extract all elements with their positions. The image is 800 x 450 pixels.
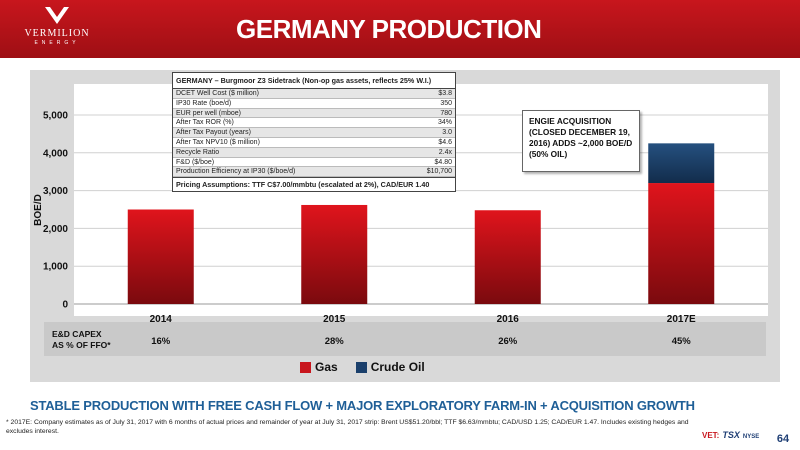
table-row-value: $4.6 <box>438 138 452 146</box>
table-row: After Tax ROR (%) 34% <box>173 118 455 129</box>
logo-mark-icon <box>45 7 69 24</box>
table-row: After Tax NPV10 ($ million) $4.6 <box>173 138 455 148</box>
table-row: EUR per well (mboe) 780 <box>173 108 455 119</box>
y-tick-label: 4,000 <box>43 148 68 159</box>
chart-legend: Gas Crude Oil <box>300 360 437 374</box>
company-logo: VERMILION ENERGY <box>12 6 102 50</box>
bar-gas-2015 <box>301 204 368 304</box>
page-number: 64 <box>766 428 800 450</box>
y-tick-label: 5,000 <box>43 111 68 122</box>
capex-row <box>44 322 766 356</box>
table-row: IP30 Rate (boe/d) 350 <box>173 99 455 109</box>
bar-gas-2017e <box>648 183 715 304</box>
y-tick-label: 1,000 <box>43 262 68 273</box>
table-row-label: DCET Well Cost ($ million) <box>176 90 259 97</box>
footnote: * 2017E: Company estimates as of July 31… <box>6 419 689 435</box>
table-row-label: After Tax ROR (%) <box>176 119 234 127</box>
y-tick-label: 3,000 <box>43 186 68 197</box>
logo-subtitle: ENERGY <box>34 40 80 46</box>
table-row-label: Production Efficiency at IP30 ($/boe/d) <box>176 168 296 176</box>
table-row: Production Efficiency at IP30 ($/boe/d) $… <box>173 167 455 178</box>
well-economics-table: GERMANY – Burgmoor Z3 Sidetrack (Non-op … <box>172 72 456 193</box>
capex-value: 26% <box>498 336 518 347</box>
table-row: F&D ($/boe) $4.80 <box>173 158 455 168</box>
y-tick-label: 2,000 <box>43 224 68 235</box>
x-tick-label: 2017E <box>667 314 696 325</box>
table-row-value: 2.4x <box>438 148 452 156</box>
legend-item-gas: Gas <box>300 360 338 374</box>
ticker-tsx: TSX <box>722 430 740 440</box>
table-row-value: 780 <box>440 109 452 117</box>
legend-label-gas: Gas <box>315 360 338 374</box>
table-row-value: 350 <box>440 99 452 107</box>
capex-value: 45% <box>671 336 691 347</box>
table-title: GERMANY – Burgmoor Z3 Sidetrack (Non-op … <box>173 73 455 89</box>
table-row-value: 34% <box>437 119 452 127</box>
bar-crude-oil-2017e <box>648 143 715 184</box>
y-tick-label: 0 <box>62 300 68 311</box>
legend-swatch-gas <box>300 361 311 373</box>
bar-gas-2014 <box>127 209 194 304</box>
table-footer: Pricing Assumptions: TTF C$7.00/mmbtu (e… <box>173 177 455 191</box>
x-tick-label: 2016 <box>497 314 520 325</box>
legend-label-crude-oil: Crude Oil <box>370 360 425 374</box>
ticker-nyse: NYSE <box>742 434 760 440</box>
stock-ticker: VET: TSX NYSE <box>702 430 759 440</box>
table-row-label: After Tax NPV10 ($ million) <box>176 138 260 146</box>
y-axis-label: BOE/D <box>33 194 44 226</box>
logo-name: VERMILION <box>24 28 90 39</box>
header-bar: VERMILION ENERGY GERMANY PRODUCTION <box>0 0 800 58</box>
table-row: After Tax Payout (years) 3.0 <box>173 128 455 138</box>
ticker-vet: VET: <box>702 431 720 440</box>
table-row-label: Recycle Ratio <box>176 148 220 156</box>
table-row-label: F&D ($/boe) <box>176 158 215 166</box>
x-tick-label: 2015 <box>323 314 346 325</box>
legend-swatch-crude-oil <box>355 361 367 373</box>
table-row-label: IP30 Rate (boe/d) <box>176 99 232 107</box>
bar-gas-2016 <box>474 210 541 304</box>
capex-value: 16% <box>151 336 171 347</box>
legend-item-crude-oil: Crude Oil <box>355 360 425 374</box>
table-row-value: $3.8 <box>438 90 452 97</box>
capex-value: 28% <box>324 336 344 347</box>
page-title: GERMANY PRODUCTION <box>236 14 542 44</box>
summary-banner: STABLE PRODUCTION WITH FREE CASH FLOW + … <box>30 398 695 413</box>
table-row: Recycle Ratio 2.4x <box>173 147 455 158</box>
x-tick-label: 2014 <box>150 314 173 325</box>
table-row-value: $10,700 <box>426 168 452 176</box>
table-row-value: $4.80 <box>434 158 452 166</box>
capex-label: E&D CAPEX AS % OF FFO* <box>52 329 111 350</box>
table-row-label: EUR per well (mboe) <box>176 109 241 117</box>
table-row: DCET Well Cost ($ million) $3.8 <box>173 89 455 99</box>
table-row-value: 3.0 <box>442 129 452 137</box>
table-row-label: After Tax Payout (years) <box>176 129 251 137</box>
acquisition-callout: ENGIE ACQUISITION (CLOSED DECEMBER 19, 2… <box>522 110 640 172</box>
